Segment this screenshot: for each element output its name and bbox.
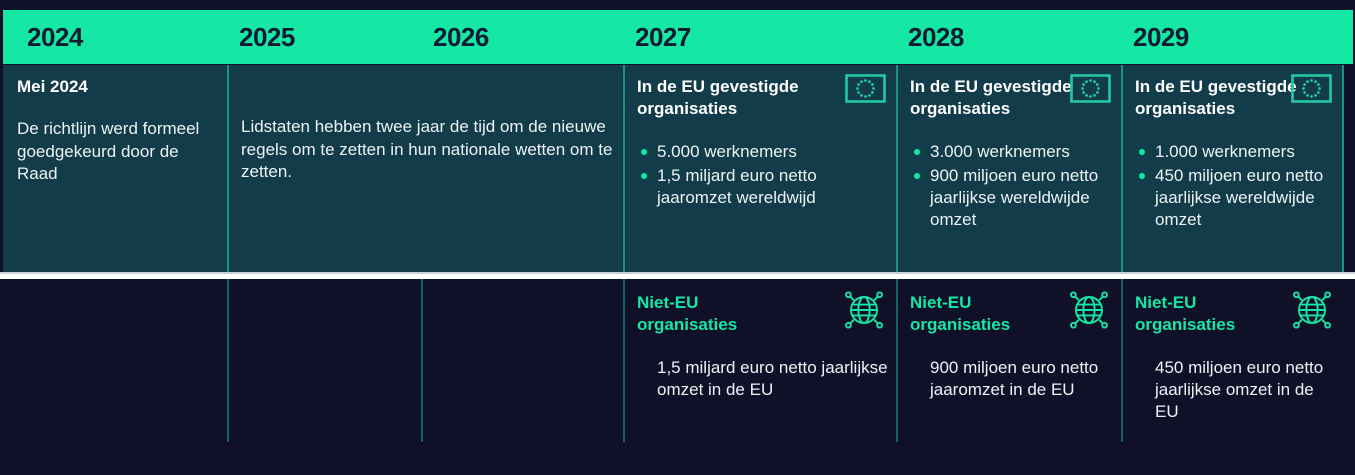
globe-network-icon <box>1293 291 1331 329</box>
bullet-item: 1,5 miljard euro netto jaaromzet wereldw… <box>639 165 888 209</box>
cell-eu-2029: In de EU gevestigde organisaties 1.000 w… <box>1121 65 1344 272</box>
cell-eu-2027: In de EU gevestigde organisaties 5.000 w… <box>623 65 896 272</box>
horizontal-divider-line <box>0 272 1355 279</box>
bullet-item: 450 miljoen euro netto jaarlijkse wereld… <box>1137 165 1334 231</box>
cell-lidstaten-body: Lidstaten hebben twee jaar de tijd om de… <box>241 117 613 182</box>
cell-eu-2028: In de EU gevestigde organisaties 3.000 w… <box>896 65 1121 272</box>
globe-network-icon <box>845 291 883 329</box>
cell-empty-2026 <box>421 279 623 442</box>
cell-noneu-2027-body: 1,5 miljard euro netto jaarlijkse omzet … <box>657 357 888 399</box>
cell-empty-2024 <box>3 279 227 442</box>
bullet-item: 1.000 werknemers <box>1137 141 1334 163</box>
cell-noneu-2029-body: 450 miljoen euro netto jaarlijkse omzet … <box>1155 357 1324 422</box>
eu-flag-icon <box>1070 74 1111 103</box>
cell-eu-2027-heading: In de EU gevestigde organisaties <box>637 77 799 118</box>
bullet-item: 900 miljoen euro netto jaarlijkse wereld… <box>912 165 1113 231</box>
year-header-bar: 2024 2025 2026 2027 2028 2029 <box>3 10 1353 64</box>
cell-noneu-2028: Niet-EU organisaties 900 miljoen euro ne… <box>896 279 1121 442</box>
cell-mei-2024: Mei 2024 De richtlijn werd formeel goedg… <box>3 65 227 272</box>
bullet-item: 5.000 werknemers <box>639 141 888 163</box>
cell-empty-2025 <box>227 279 421 442</box>
cell-noneu-2027: Niet-EU organisaties 1,5 miljard euro ne… <box>623 279 896 442</box>
year-label-2027: 2027 <box>635 22 691 52</box>
year-label-2029: 2029 <box>1133 22 1189 52</box>
cell-noneu-2028-heading: Niet-EU organisaties <box>910 293 1011 334</box>
eu-flag-icon <box>845 74 886 103</box>
year-label-2025: 2025 <box>239 22 295 52</box>
eu-flag-icon <box>1291 74 1332 103</box>
cell-lidstaten: Lidstaten hebben twee jaar de tijd om de… <box>227 65 623 272</box>
cell-eu-2029-heading: In de EU gevestigde organisaties <box>1135 77 1297 118</box>
cell-eu-2028-bullet-list: 3.000 werknemers 900 miljoen euro netto … <box>912 141 1113 231</box>
cell-mei-2024-body: De richtlijn werd formeel goedgekeurd do… <box>17 119 200 184</box>
timeline-lower-row: Niet-EU organisaties 1,5 miljard euro ne… <box>3 279 1344 442</box>
globe-network-icon <box>1070 291 1108 329</box>
cell-eu-2027-bullet-list: 5.000 werknemers 1,5 miljard euro netto … <box>639 141 888 209</box>
year-label-2024: 2024 <box>27 22 83 52</box>
year-label-2026: 2026 <box>433 22 489 52</box>
cell-eu-2028-heading: In de EU gevestigde organisaties <box>910 77 1072 118</box>
bullet-item: 3.000 werknemers <box>912 141 1113 163</box>
cell-noneu-2028-body: 900 miljoen euro netto jaaromzet in de E… <box>930 357 1099 399</box>
year-label-2028: 2028 <box>908 22 964 52</box>
cell-noneu-2029: Niet-EU organisaties 450 miljoen euro ne… <box>1121 279 1344 442</box>
cell-noneu-2029-heading: Niet-EU organisaties <box>1135 293 1236 334</box>
cell-eu-2029-bullet-list: 1.000 werknemers 450 miljoen euro netto … <box>1137 141 1334 231</box>
cell-noneu-2027-heading: Niet-EU organisaties <box>637 293 738 334</box>
timeline-upper-row: Mei 2024 De richtlijn werd formeel goedg… <box>3 65 1344 272</box>
cell-mei-2024-title: Mei 2024 <box>17 77 88 96</box>
